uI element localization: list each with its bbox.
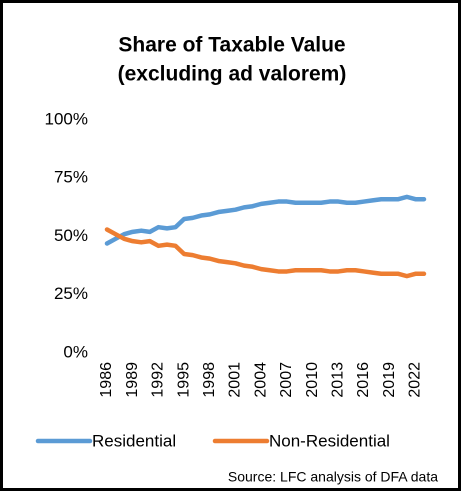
data-line	[104, 227, 427, 279]
x-tick-label: 2010	[304, 362, 321, 398]
y-tick-label: 100%	[45, 109, 88, 128]
data-line	[104, 194, 427, 246]
y-tick-label: 25%	[54, 284, 88, 303]
x-tick-label: 2019	[381, 362, 398, 398]
legend-label: Residential	[92, 431, 176, 450]
x-tick-label: 1992	[150, 362, 167, 398]
source-note: Source: LFC analysis of DFA data	[228, 469, 438, 485]
y-tick-label: 0%	[63, 342, 88, 361]
chart-title: Share of Taxable Value	[118, 34, 345, 57]
legend-label: Non-Residential	[269, 431, 390, 450]
x-tick-label: 2016	[355, 362, 372, 398]
x-tick-label: 2022	[407, 362, 424, 398]
x-tick-label: 1986	[98, 362, 115, 398]
x-tick-label: 1995	[175, 362, 192, 398]
x-tick-label: 1989	[124, 362, 141, 398]
y-tick-label: 50%	[54, 226, 88, 245]
y-tick-label: 75%	[54, 168, 88, 187]
x-tick-label: 2001	[227, 362, 244, 398]
x-tick-label: 1998	[201, 362, 218, 398]
x-tick-label: 2013	[330, 362, 347, 398]
x-tick-label: 2004	[252, 362, 269, 398]
chart-title: (excluding ad valorem)	[118, 63, 347, 86]
x-tick-label: 2007	[278, 362, 295, 398]
